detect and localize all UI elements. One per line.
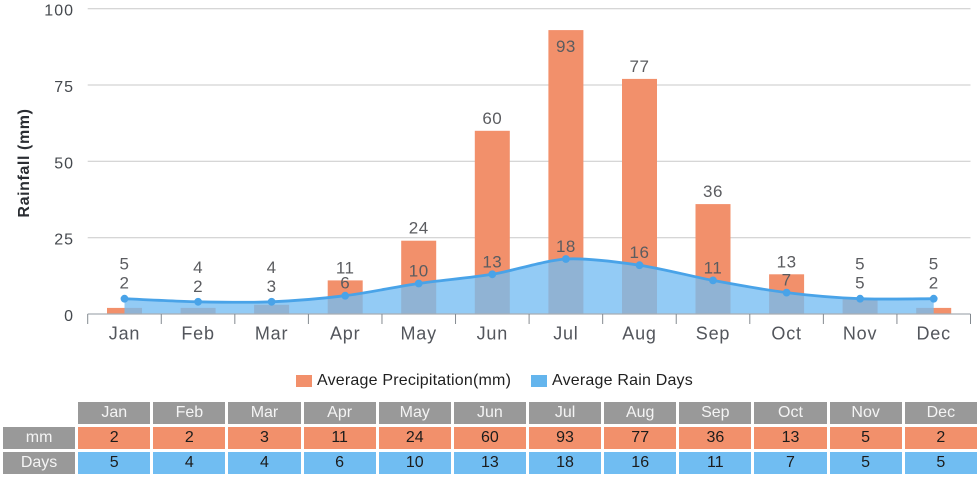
svg-text:5: 5 <box>929 255 939 274</box>
svg-text:10: 10 <box>409 262 429 281</box>
svg-text:2: 2 <box>929 274 939 293</box>
svg-text:11: 11 <box>336 258 355 277</box>
svg-text:25: 25 <box>54 232 74 249</box>
svg-text:3: 3 <box>267 277 277 296</box>
svg-text:18: 18 <box>556 237 576 256</box>
svg-text:2: 2 <box>193 277 203 296</box>
svg-text:6: 6 <box>340 274 350 293</box>
svg-text:93: 93 <box>556 37 576 56</box>
svg-text:5: 5 <box>855 274 865 293</box>
svg-text:7: 7 <box>782 271 792 290</box>
svg-text:Nov: Nov <box>843 324 877 344</box>
svg-text:36: 36 <box>703 182 723 201</box>
svg-text:Sep: Sep <box>696 324 730 344</box>
svg-text:Jan: Jan <box>109 324 140 344</box>
svg-text:24: 24 <box>409 219 429 238</box>
svg-text:4: 4 <box>267 258 277 277</box>
svg-text:Feb: Feb <box>181 324 214 344</box>
svg-text:Jun: Jun <box>477 324 508 344</box>
svg-text:0: 0 <box>64 308 74 325</box>
svg-text:13: 13 <box>777 252 797 271</box>
svg-text:Rainfall (mm): Rainfall (mm) <box>16 108 33 217</box>
svg-text:2: 2 <box>120 274 130 293</box>
svg-text:Aug: Aug <box>622 324 656 344</box>
svg-text:50: 50 <box>54 155 74 172</box>
svg-text:Apr: Apr <box>330 324 360 344</box>
svg-text:Dec: Dec <box>916 324 950 344</box>
svg-text:77: 77 <box>630 57 650 76</box>
svg-text:Oct: Oct <box>771 324 801 344</box>
svg-text:60: 60 <box>482 109 502 128</box>
svg-text:5: 5 <box>120 255 130 274</box>
svg-text:11: 11 <box>704 258 723 277</box>
svg-text:13: 13 <box>482 252 502 271</box>
svg-text:16: 16 <box>630 243 650 262</box>
svg-text:Jul: Jul <box>553 324 578 344</box>
svg-text:4: 4 <box>193 258 203 277</box>
svg-text:5: 5 <box>855 255 865 274</box>
svg-text:Mar: Mar <box>255 324 288 344</box>
svg-text:100: 100 <box>44 3 74 20</box>
svg-text:75: 75 <box>54 79 74 96</box>
svg-text:May: May <box>400 324 436 344</box>
